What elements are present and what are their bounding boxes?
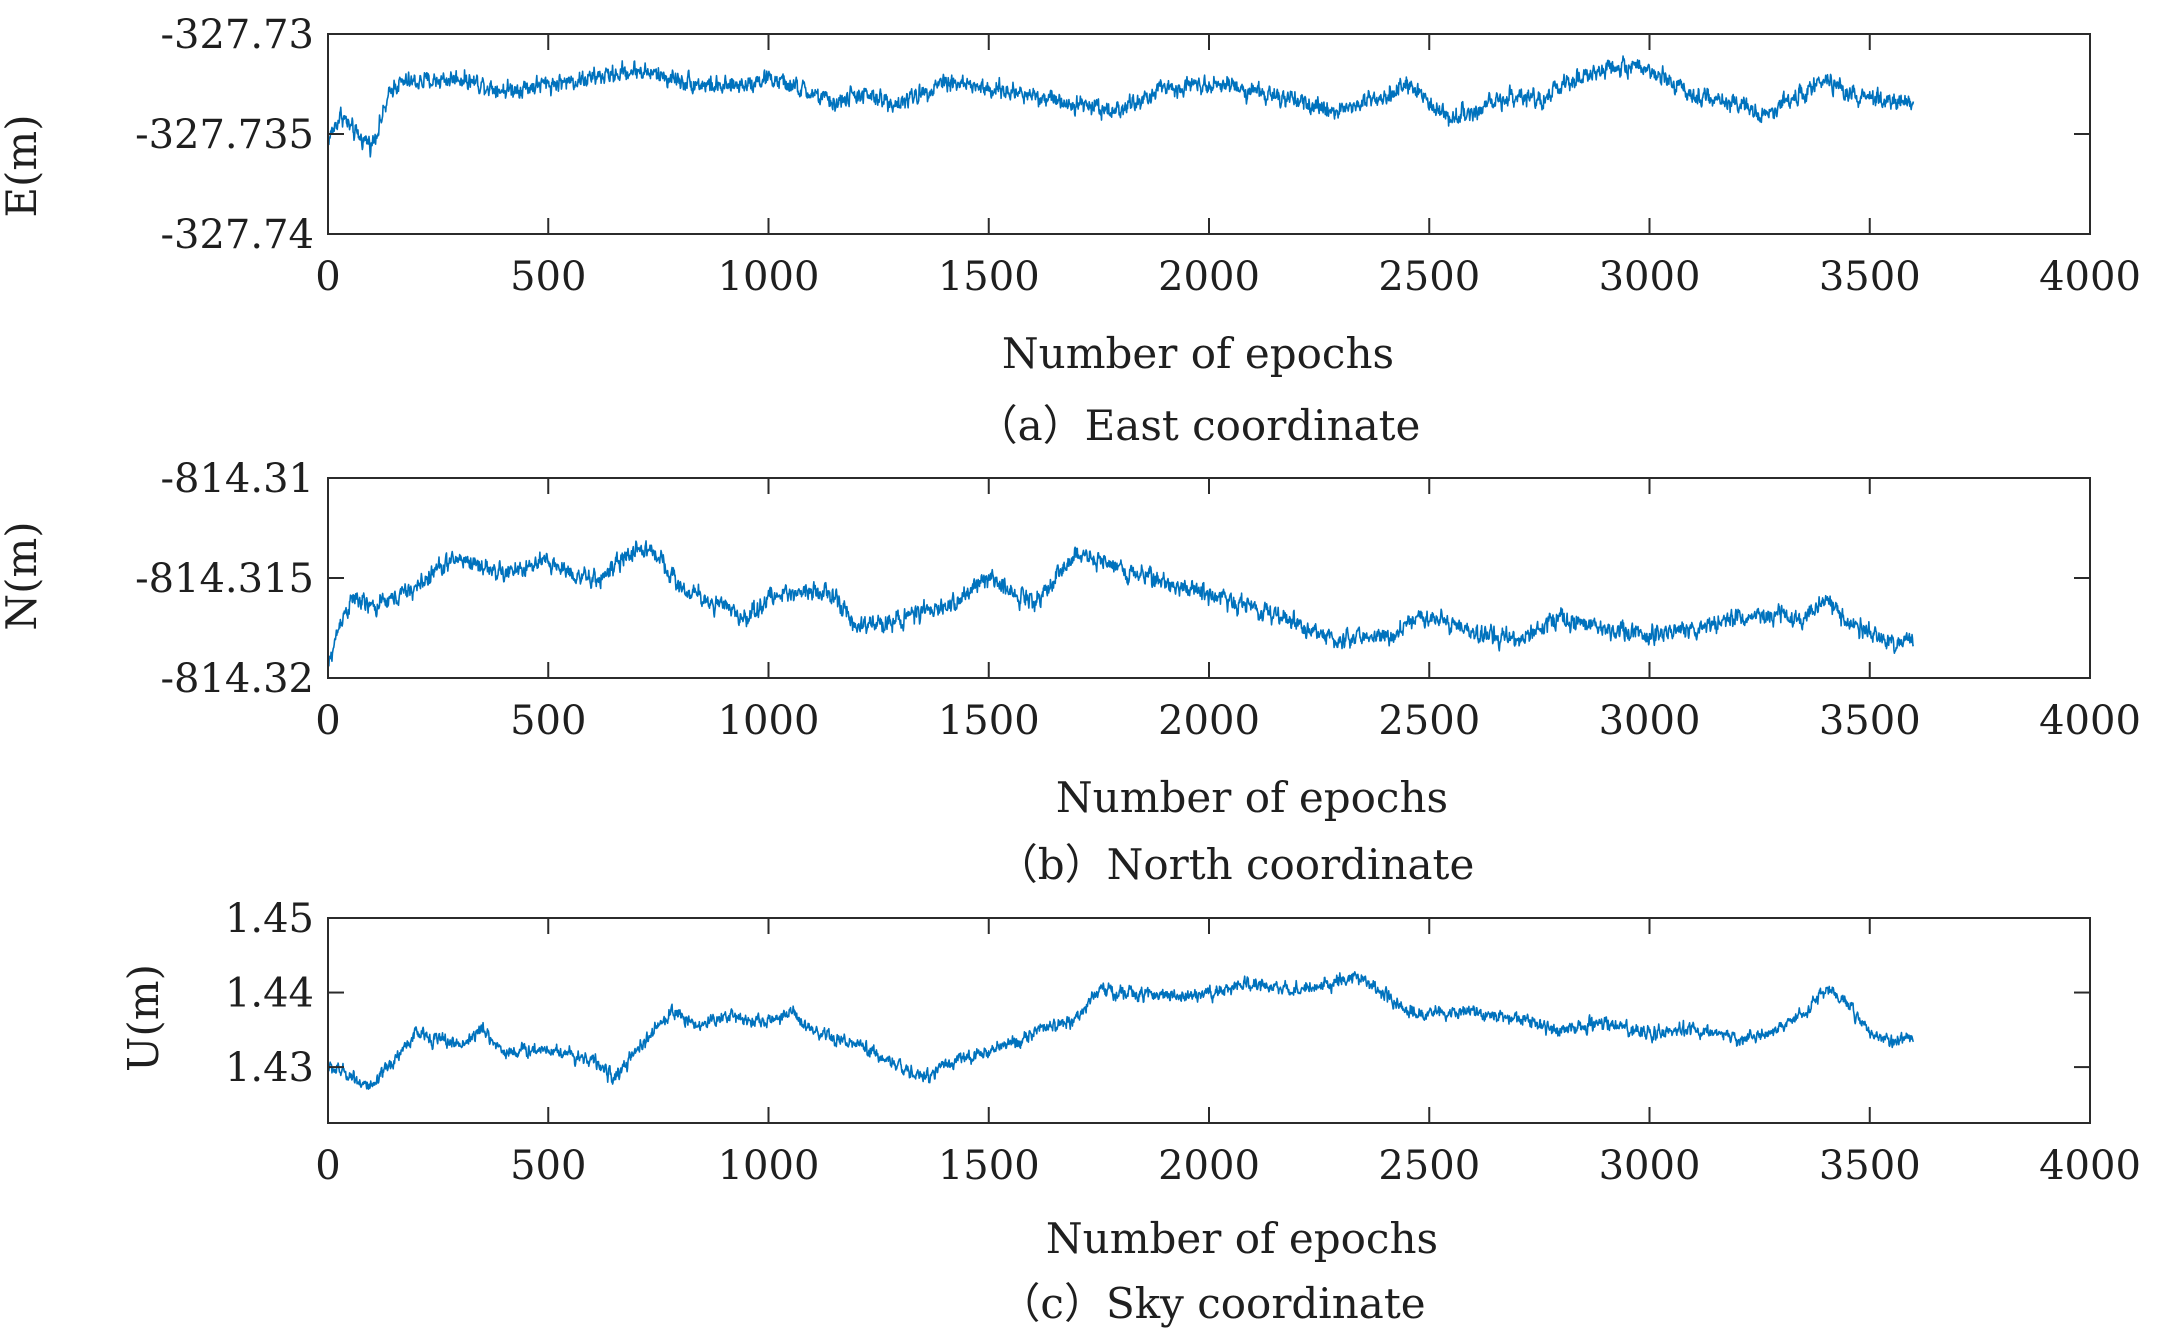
x-tick-label: 0 [315, 698, 340, 744]
x-tick-label: 3500 [1819, 698, 1921, 744]
panel-caption: （c）Sky coordinate [998, 1279, 1425, 1328]
panel-sky: U(m) Number of epochs （c）Sky coordinate … [119, 896, 2141, 1328]
x-tick-label: 2500 [1378, 698, 1480, 744]
x-tick-label: 3000 [1599, 254, 1701, 300]
y-tick-label: 1.43 [225, 1045, 314, 1091]
x-tick-label: 3500 [1819, 254, 1921, 300]
x-tick-label: 500 [510, 1143, 586, 1189]
y-tick-label: -814.32 [161, 656, 314, 702]
y-tick-label: 1.45 [225, 896, 314, 942]
plot-frame [327, 33, 2091, 235]
x-tick-label: 2500 [1378, 254, 1480, 300]
panel-caption: （b）North coordinate [996, 840, 1475, 889]
x-tick-label: 4000 [2039, 1143, 2141, 1189]
series-line-U [328, 971, 1915, 1090]
x-tick-label: 0 [315, 254, 340, 300]
x-tick-label: 500 [510, 698, 586, 744]
x-tick-label: 2000 [1158, 254, 1260, 300]
y-tick-label: -327.73 [161, 12, 314, 58]
x-tick-label: 4000 [2039, 698, 2141, 744]
x-tick-label: 2000 [1158, 698, 1260, 744]
y-tick-label: -327.735 [135, 112, 314, 158]
x-tick-label: 1500 [938, 698, 1040, 744]
y-axis-label: U(m) [119, 964, 168, 1072]
y-tick-label: -814.315 [135, 556, 314, 602]
panel-north: N(m) Number of epochs （b）North coordinat… [0, 456, 2141, 889]
x-axis-label: Number of epochs [1056, 773, 1448, 822]
y-axis-label: N(m) [0, 521, 46, 630]
x-tick-label: 0 [315, 1143, 340, 1189]
x-tick-label: 2500 [1378, 1143, 1480, 1189]
x-tick-label: 1000 [718, 698, 820, 744]
x-tick-label: 4000 [2039, 254, 2141, 300]
plot-frame [327, 917, 2091, 1124]
x-tick-label: 2000 [1158, 1143, 1260, 1189]
y-tick-label: -814.31 [161, 456, 314, 502]
x-tick-label: 1000 [718, 254, 820, 300]
x-tick-label: 1000 [718, 1143, 820, 1189]
x-tick-label: 1500 [938, 254, 1040, 300]
x-axis-label: Number of epochs [1002, 329, 1394, 378]
panel-east: E(m) Number of epochs （a）East coordinate… [0, 12, 2141, 450]
series-line-N [328, 540, 1915, 668]
x-tick-label: 500 [510, 254, 586, 300]
series-line-E [328, 55, 1915, 158]
x-tick-label: 3500 [1819, 1143, 1921, 1189]
x-tick-label: 1500 [938, 1143, 1040, 1189]
x-tick-label: 3000 [1599, 1143, 1701, 1189]
y-tick-label: -327.74 [161, 212, 314, 258]
y-tick-label: 1.44 [225, 971, 314, 1017]
y-axis-label: E(m) [0, 114, 46, 217]
panel-caption: （a）East coordinate [976, 401, 1421, 450]
x-tick-label: 3000 [1599, 698, 1701, 744]
x-axis-label: Number of epochs [1046, 1214, 1438, 1263]
